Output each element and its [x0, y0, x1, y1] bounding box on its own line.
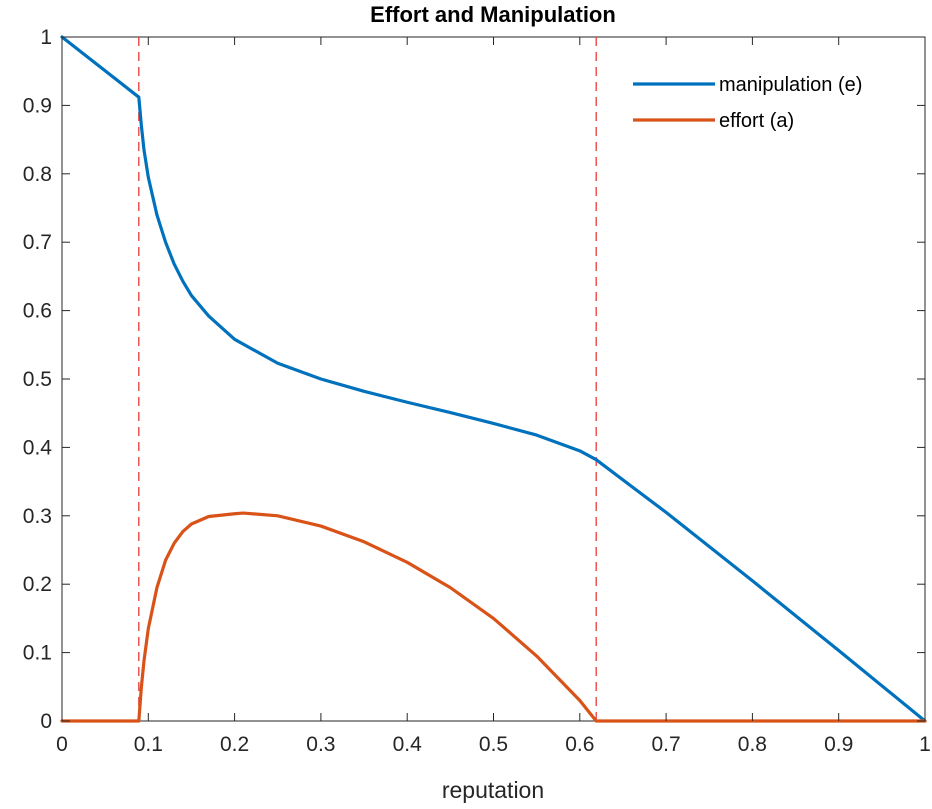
x-axis-title: reputation: [442, 777, 544, 803]
y-tick-label: 0: [40, 710, 52, 733]
y-tick-label: 0.8: [23, 163, 52, 186]
x-tick-label: 0.3: [306, 733, 335, 756]
x-tick-label: 0.9: [824, 733, 853, 756]
y-tick-label: 0.9: [23, 94, 52, 117]
x-tick-label: 1: [919, 733, 931, 756]
y-tick-label: 0.5: [23, 368, 52, 391]
axis-ticks: [61, 36, 926, 722]
series-line-1: [60, 511, 927, 723]
x-tick-labels: 0 0.1 0.2 0.3 0.4 0.5 0.6 0.7 0.8 0.9 1: [56, 733, 931, 756]
legend: manipulation (e) effort (a): [633, 74, 862, 132]
legend-label: manipulation (e): [719, 74, 862, 96]
legend-label: effort (a): [719, 110, 794, 132]
x-tick-label: 0.2: [220, 733, 249, 756]
x-tick-label: 0.8: [738, 733, 767, 756]
vertical-reference-lines: [138, 37, 597, 721]
plot-area: [60, 35, 927, 723]
x-tick-label: 0.6: [565, 733, 594, 756]
x-tick-label: 0: [56, 733, 68, 756]
y-tick-labels: 0 0.1 0.2 0.3 0.4 0.5 0.6 0.7 0.8 0.9 1: [23, 26, 53, 733]
y-tick-label: 0.1: [23, 642, 52, 665]
x-tick-label: 0.7: [651, 733, 680, 756]
x-tick-label: 0.1: [134, 733, 163, 756]
x-tick-label: 0.5: [479, 733, 508, 756]
series-line-0: [60, 35, 927, 723]
plot-frame: [61, 36, 926, 722]
x-tick-label: 0.4: [393, 733, 423, 756]
chart-title: Effort and Manipulation: [370, 2, 616, 27]
series-lines: [60, 35, 927, 723]
y-tick-label: 0.7: [23, 231, 52, 254]
y-tick-label: 0.4: [23, 436, 53, 459]
y-tick-label: 0.2: [23, 573, 52, 596]
y-tick-label: 1: [40, 26, 52, 49]
y-tick-label: 0.6: [23, 300, 52, 323]
y-tick-label: 0.3: [23, 505, 52, 528]
